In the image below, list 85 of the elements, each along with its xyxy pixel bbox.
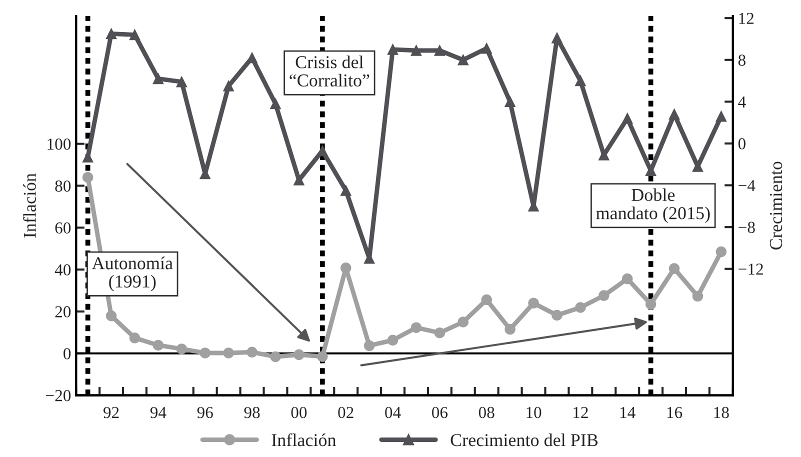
point — [645, 298, 656, 310]
x-tick-label: 14 — [620, 406, 636, 418]
y-tick-label: 60 — [55, 222, 71, 234]
point — [481, 43, 492, 54]
y2-tick-label: 0 — [738, 138, 746, 150]
point — [504, 96, 516, 108]
ref-line-label: Autonomía (1991) — [92, 256, 173, 292]
y2-tick-label: −4 — [738, 180, 756, 192]
point — [622, 273, 633, 284]
point — [364, 340, 375, 352]
point — [106, 310, 117, 322]
point — [434, 45, 446, 56]
point — [668, 108, 680, 120]
y-tick-label: 0 — [64, 348, 71, 360]
y2-tick-label: 12 — [739, 12, 754, 24]
point — [270, 98, 281, 110]
point — [246, 346, 258, 358]
point — [129, 332, 140, 344]
point — [528, 298, 539, 308]
point — [645, 165, 656, 176]
x-tick-label: 92 — [103, 406, 119, 418]
point — [692, 290, 704, 302]
point — [294, 349, 304, 360]
y2-tick-label: −8 — [738, 222, 755, 234]
y-tick-label: 80 — [55, 180, 71, 192]
x-tick-label: 00 — [291, 406, 307, 418]
point — [340, 262, 352, 274]
y2-tick-label: 4 — [738, 96, 746, 108]
point — [598, 290, 610, 301]
point — [716, 110, 727, 122]
point — [317, 145, 328, 156]
legend-label: Inflación — [272, 433, 336, 446]
x-tick-label: 08 — [478, 406, 494, 418]
ref-line-label: Doble mandato (2015) — [596, 188, 710, 223]
x-tick-label: 10 — [526, 406, 542, 418]
point — [622, 113, 633, 124]
point — [387, 44, 398, 55]
x-tick-label: 98 — [244, 406, 260, 418]
point — [223, 80, 234, 92]
point — [410, 322, 422, 333]
point — [223, 348, 234, 358]
point — [458, 316, 469, 328]
y2-axis-title: Crecimiento — [770, 162, 782, 250]
point — [481, 294, 492, 306]
point — [340, 185, 352, 196]
point — [504, 324, 516, 335]
x-tick-label: 18 — [714, 406, 729, 418]
point — [552, 310, 562, 321]
point — [575, 75, 586, 86]
point — [200, 348, 210, 358]
y-tick-label: 100 — [48, 138, 71, 150]
y-tick-label: 20 — [55, 306, 71, 318]
point — [434, 327, 446, 338]
point — [176, 76, 188, 88]
point — [317, 351, 328, 362]
point — [410, 45, 422, 56]
y2-tick-label: 8 — [738, 54, 746, 66]
y-tick-label: 40 — [54, 264, 71, 276]
point — [152, 73, 164, 84]
x-tick-label: 04 — [385, 406, 401, 418]
point — [152, 340, 164, 351]
point — [668, 263, 680, 274]
point — [458, 54, 469, 66]
x-tick-label: 16 — [667, 406, 682, 418]
x-tick-label: 12 — [574, 406, 588, 418]
point — [716, 246, 727, 258]
point — [176, 344, 188, 354]
point — [294, 174, 304, 186]
y-tick-label: −20 — [46, 390, 71, 402]
legend-label: Crecimiento del PIB — [450, 434, 598, 446]
x-tick-label: 94 — [150, 406, 166, 418]
x-tick-label: 06 — [432, 406, 448, 418]
y2-tick-label: −12 — [738, 264, 763, 275]
point — [387, 334, 398, 346]
point — [106, 28, 117, 40]
point — [552, 32, 562, 44]
x-tick-label: 96 — [197, 406, 213, 418]
point — [129, 29, 140, 40]
point — [575, 302, 586, 313]
point — [270, 351, 281, 362]
point — [692, 161, 704, 172]
ref-line-label: Crisis del “Corralito” — [290, 56, 370, 87]
y-axis-title: Inflación — [23, 173, 36, 238]
x-tick-label: 02 — [338, 406, 354, 418]
point — [82, 172, 94, 183]
